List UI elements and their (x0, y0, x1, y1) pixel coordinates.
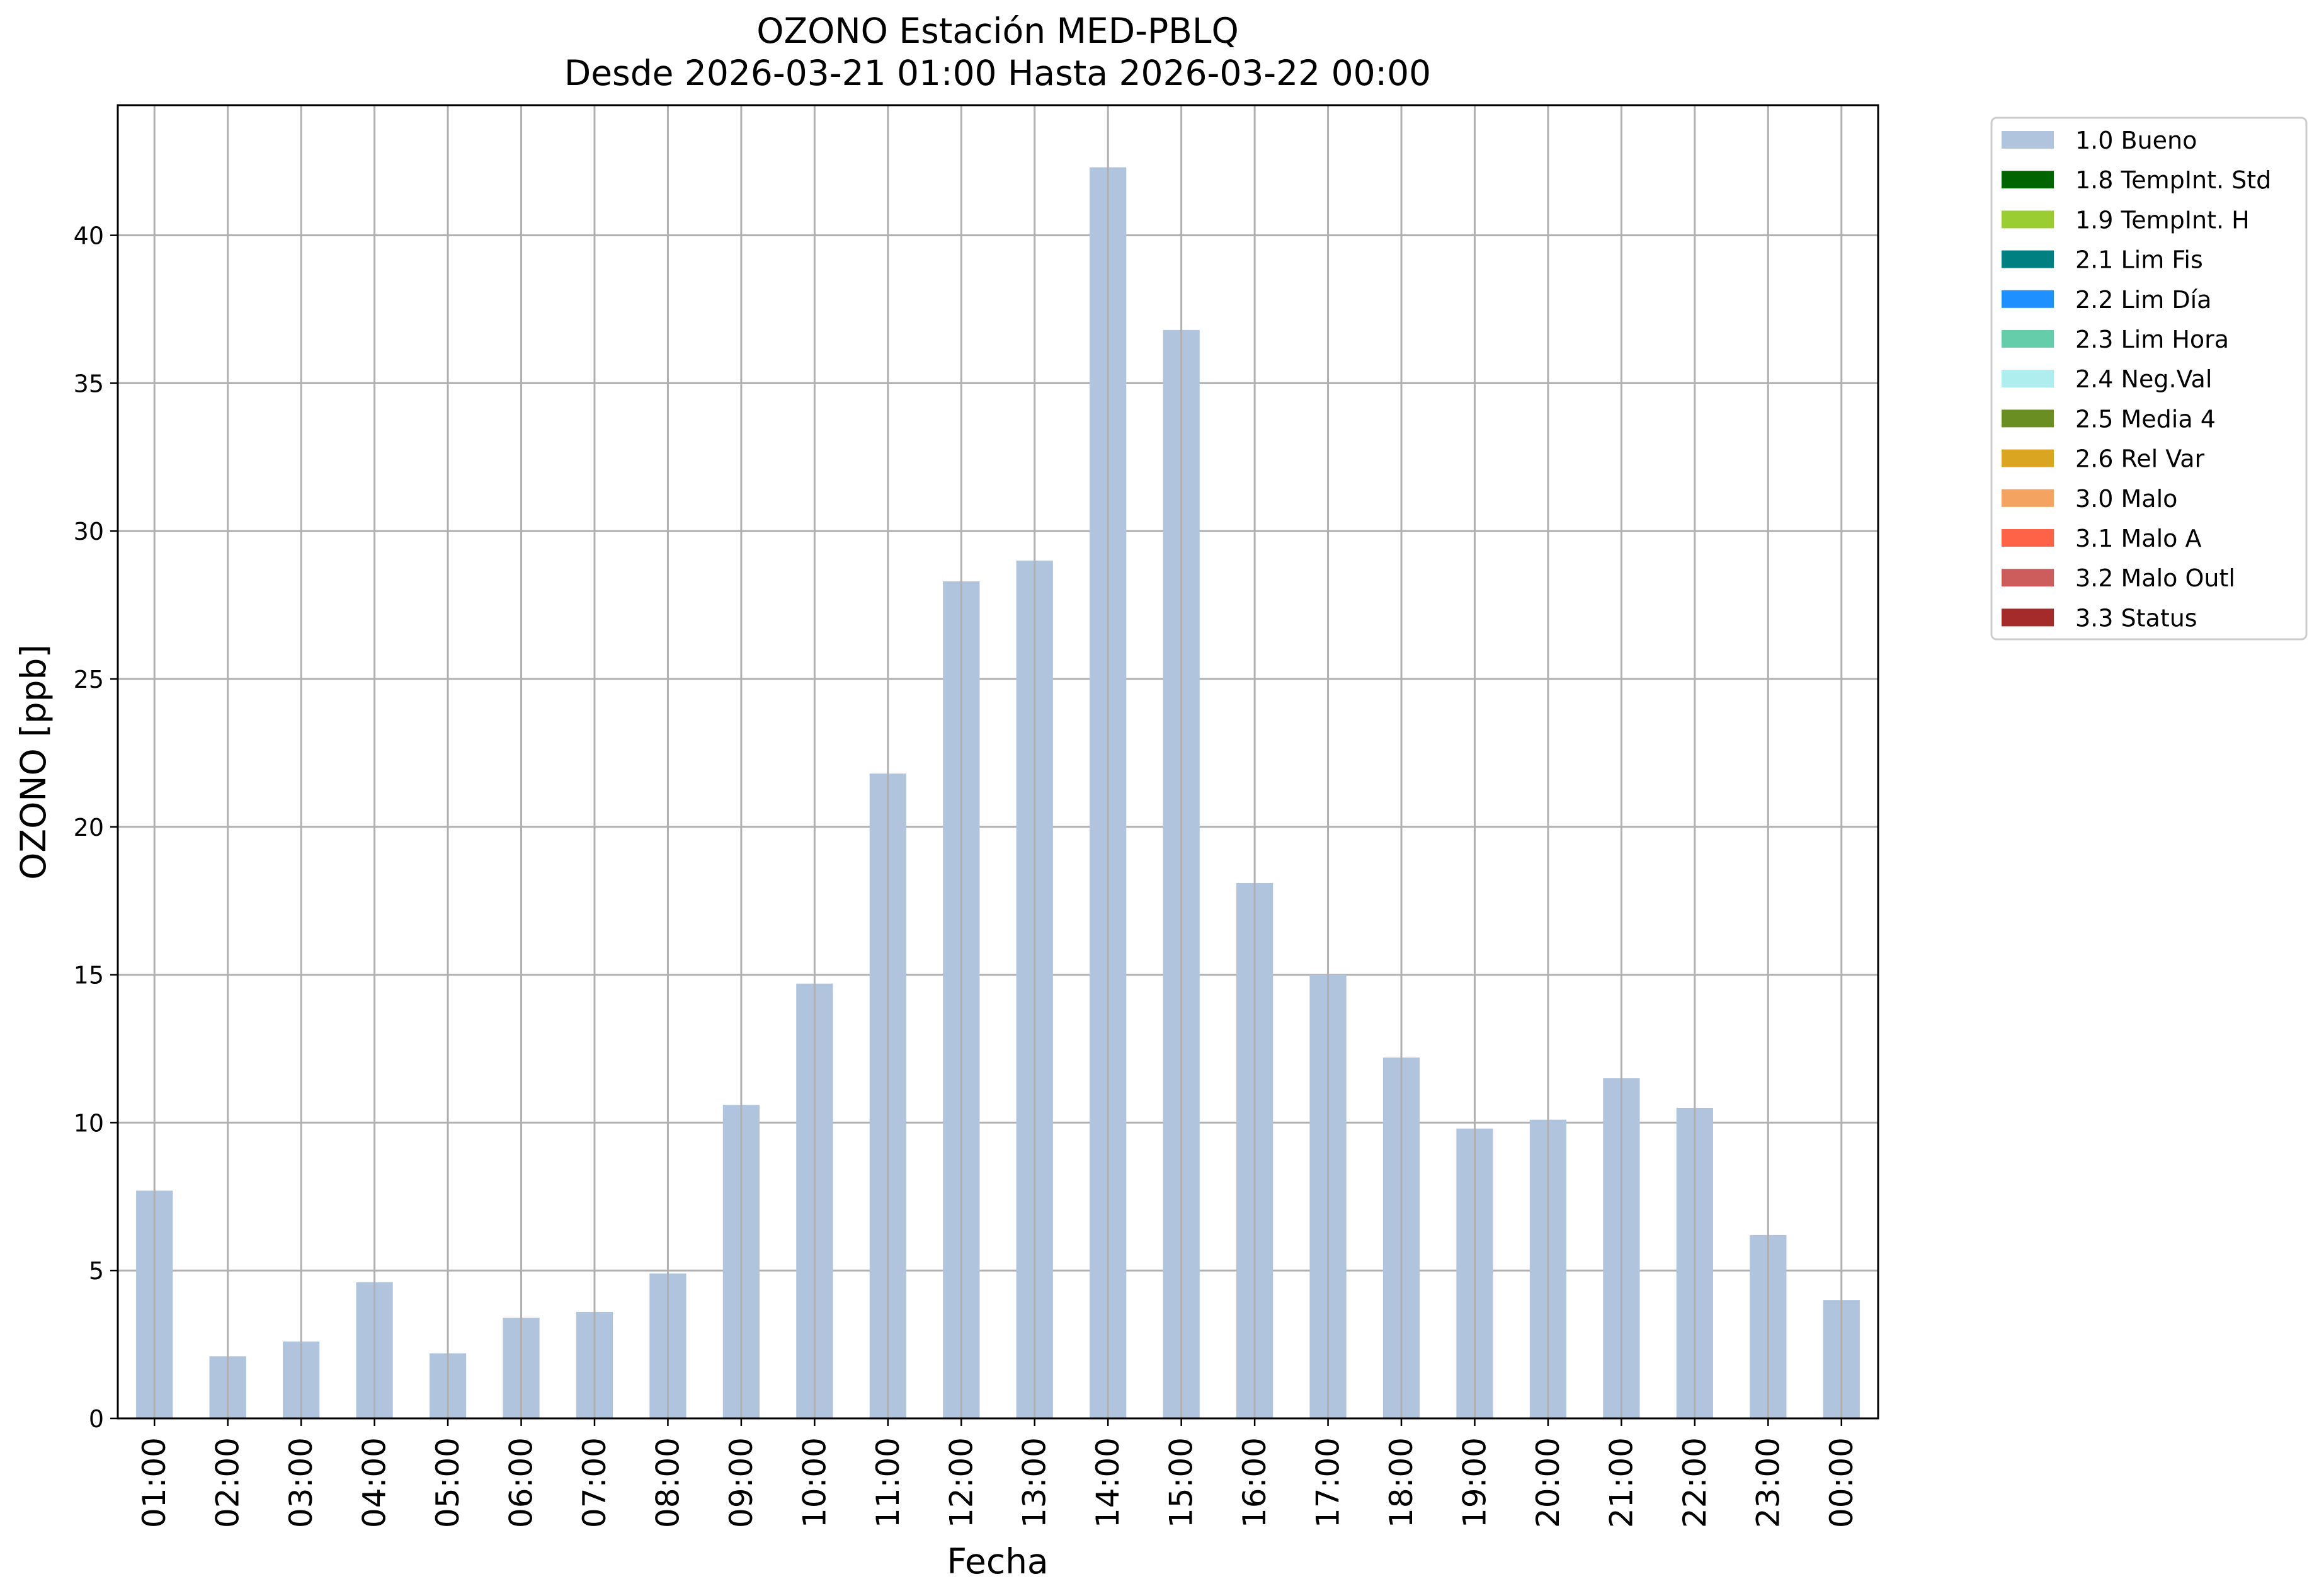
legend-swatch (2002, 290, 2054, 308)
y-tick-label: 5 (89, 1257, 104, 1285)
bars (136, 167, 1860, 1419)
legend-label: 3.1 Malo A (2075, 525, 2201, 552)
legend-label: 2.4 Neg.Val (2075, 365, 2212, 393)
legend-swatch (2002, 449, 2054, 467)
legend-swatch (2002, 370, 2054, 388)
x-tick-label: 18:00 (1383, 1437, 1420, 1528)
x-axis: 01:00 02:00 03:00 04:00 05:00 06:00 07:00 08:00… (136, 1418, 1860, 1528)
x-tick-label: 22:00 (1677, 1437, 1713, 1528)
x-tick-label: 08:00 (649, 1437, 686, 1528)
y-tick-label: 25 (74, 666, 104, 693)
y-tick-label: 35 (74, 370, 104, 397)
legend-label: 3.3 Status (2075, 604, 2197, 632)
y-tick-label: 30 (74, 518, 104, 545)
legend-label: 1.0 Bueno (2075, 127, 2197, 154)
chart-title: OZONO Estación MED-PBLQ (756, 11, 1239, 51)
x-tick-label: 23:00 (1750, 1437, 1786, 1528)
x-tick-label: 17:00 (1310, 1437, 1347, 1528)
vertical-grid-lines (153, 105, 1843, 1418)
x-tick-label: 06:00 (503, 1437, 540, 1528)
x-tick-label: 13:00 (1017, 1437, 1053, 1528)
x-tick-label: 01:00 (136, 1437, 173, 1528)
legend-frame (1990, 117, 2308, 641)
y-tick-label: 20 (74, 814, 104, 841)
legend-swatch (2002, 409, 2054, 428)
legend-swatch (2002, 529, 2054, 547)
legend-swatch (2002, 210, 2054, 229)
x-tick-label: 19:00 (1456, 1437, 1493, 1528)
legend-swatch (2002, 131, 2054, 149)
legend-swatch (2002, 489, 2054, 507)
y-axis: 0 5 10 15 20 25 30 35 40 (74, 222, 118, 1433)
y-tick-label: 15 (74, 962, 104, 989)
legend-swatch (2002, 569, 2054, 587)
x-tick-label: 14:00 (1090, 1437, 1126, 1528)
x-tick-label: 04:00 (356, 1437, 393, 1528)
x-tick-label: 09:00 (723, 1437, 760, 1528)
legend-label: 2.5 Media 4 (2075, 405, 2216, 433)
legend-swatch (2002, 330, 2054, 348)
x-tick-label: 07:00 (576, 1437, 613, 1528)
y-tick-label: 0 (89, 1405, 104, 1433)
y-axis-label: OZONO [ppb] (13, 644, 54, 880)
x-tick-label: 21:00 (1603, 1437, 1639, 1528)
x-tick-label: 11:00 (870, 1437, 906, 1528)
legend-label: 1.8 TempInt. Std (2075, 166, 2271, 194)
legend-label: 2.2 Lim Día (2075, 286, 2211, 314)
legend-swatch (2002, 608, 2054, 627)
x-tick-label: 20:00 (1530, 1437, 1566, 1528)
x-tick-label: 15:00 (1163, 1437, 1200, 1528)
legend-swatch (2002, 250, 2054, 268)
legend-swatch (2002, 171, 2054, 189)
legend-label: 3.0 Malo (2075, 485, 2177, 513)
y-tick-label: 10 (74, 1109, 104, 1137)
plot-frame (117, 104, 1879, 1420)
x-tick-label: 12:00 (943, 1437, 979, 1528)
x-tick-label: 02:00 (210, 1437, 246, 1528)
x-tick-label: 10:00 (796, 1437, 833, 1528)
legend-label: 2.6 Rel Var (2075, 445, 2205, 473)
legend: 1.0 Bueno 1.8 TempInt. Std 1.9 TempInt. H 2… (1990, 117, 2308, 641)
x-tick-label: 05:00 (430, 1437, 466, 1528)
legend-label: 2.3 Lim Hora (2075, 326, 2229, 353)
x-tick-label: 03:00 (283, 1437, 319, 1528)
x-tick-label: 16:00 (1236, 1437, 1273, 1528)
grid-lines (118, 234, 1878, 1420)
legend-label: 2.1 Lim Fis (2075, 246, 2203, 274)
x-axis-label: Fecha (947, 1541, 1048, 1582)
chart-subtitle: Desde 2026-03-21 01:00 Hasta 2026-03-22 … (564, 53, 1431, 93)
legend-label: 3.2 Malo Outl (2075, 564, 2235, 592)
legend-label: 1.9 TempInt. H (2075, 206, 2250, 234)
y-tick-label: 40 (74, 222, 104, 250)
x-tick-label: 00:00 (1823, 1437, 1860, 1528)
